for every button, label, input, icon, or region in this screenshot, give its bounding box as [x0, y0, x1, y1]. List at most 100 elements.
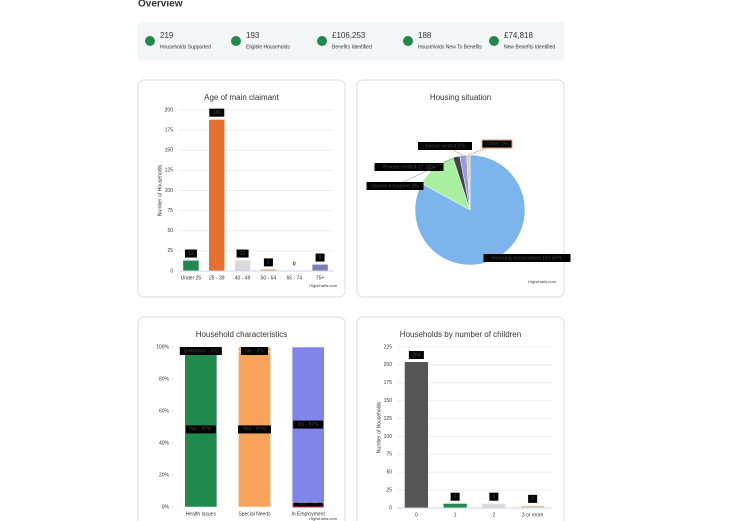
data-label-box: [528, 494, 538, 503]
page-title: Overview: [138, 0, 183, 10]
data-label-box: [293, 420, 324, 429]
data-label-box: [408, 351, 424, 360]
y-axis-title: Number of Households: [157, 164, 163, 216]
y-tick-label: 25: [386, 487, 392, 493]
x-tick-label: Health Issues: [186, 511, 217, 517]
x-tick-label: 65 - 74: [286, 275, 302, 281]
y-tick-label: 225: [384, 344, 393, 350]
x-tick-label: 1: [454, 512, 457, 518]
stat-value: 193: [246, 31, 260, 40]
stat-icon: [403, 36, 413, 46]
data-label: 0: [293, 261, 296, 267]
y-tick-label: 175: [384, 380, 393, 386]
stat-icon: [145, 36, 155, 46]
y-tick-label: 50: [167, 228, 173, 234]
y-tick-label: 150: [384, 398, 393, 404]
chart-title: Housing situation: [430, 93, 491, 102]
data-label-box: [418, 142, 472, 150]
chart-title: Household characteristics: [196, 330, 288, 339]
y-tick-label: 0%: [162, 504, 170, 510]
y-tick-label: 200: [165, 107, 174, 113]
stat-icon: [231, 36, 241, 46]
bar: [234, 260, 251, 271]
data-label-box: [489, 492, 499, 501]
data-label: 3: [531, 496, 534, 502]
data-label-box: [263, 258, 273, 267]
stat-label: Eligible Households: [246, 44, 290, 50]
y-tick-label: 60%: [159, 408, 170, 414]
x-tick-label: Special Needs: [238, 511, 271, 517]
data-label: Unknown - 3%: [184, 348, 219, 354]
data-label-box: [481, 139, 513, 149]
chart-title: Age of main claimant: [204, 93, 279, 102]
y-tick-label: 175: [165, 127, 174, 133]
y-tick-label: 25: [167, 248, 173, 254]
card: [137, 79, 346, 298]
stat-label: Households Supported: [160, 44, 211, 50]
data-label: No - 97%: [298, 422, 320, 428]
y-tick-label: 75: [167, 208, 173, 214]
x-tick-label: 25 - 39: [209, 275, 225, 281]
stat-icon: [489, 36, 499, 46]
data-label: 188: [213, 110, 222, 116]
data-label-box: [184, 249, 197, 258]
data-label: No - 97%: [190, 427, 212, 433]
y-tick-label: 0: [170, 268, 173, 274]
data-label-box: [241, 347, 268, 355]
data-label-box: [483, 254, 571, 262]
credit: Highcharts.com: [309, 283, 337, 288]
stats-bar: [138, 22, 564, 60]
y-tick-label: 125: [384, 416, 393, 422]
data-label: 13: [240, 251, 246, 257]
y-tick-label: 40%: [159, 440, 170, 446]
y-tick-label: 100: [165, 188, 174, 194]
stat-value: £106,253: [332, 31, 366, 40]
data-label-box: [238, 425, 271, 434]
data-label: No - 3%: [245, 348, 264, 354]
chart-title: Households by number of children: [400, 330, 521, 339]
data-label: Private rented 27 12%: [383, 164, 435, 170]
bar: [312, 264, 328, 271]
bar: [209, 119, 225, 271]
stat-value: 219: [160, 31, 174, 40]
x-tick-label: 50 - 64: [261, 275, 277, 281]
data-label: Owner occupied 2%: [371, 183, 419, 189]
y-tick-label: 150: [165, 148, 174, 154]
data-label-box: [450, 492, 460, 501]
y-tick-label: 200: [384, 362, 393, 368]
credit: Highcharts.com: [309, 516, 337, 521]
y-tick-label: 20%: [159, 472, 170, 478]
stat-icon: [317, 36, 327, 46]
data-label: Housing association 181 83%: [492, 255, 563, 261]
y-tick-label: 50: [386, 470, 392, 476]
y-tick-label: 75: [386, 452, 392, 458]
data-label-box: [179, 347, 222, 355]
stat-value: £74,818: [504, 31, 533, 40]
data-label: Yes - 97%: [243, 427, 267, 433]
data-label-box: [185, 425, 216, 434]
bar: [443, 503, 467, 508]
data-label-box: [374, 163, 444, 171]
stat-value: 188: [418, 31, 432, 40]
bar: [260, 269, 277, 271]
stat-label: Households New To Benefits: [418, 44, 482, 50]
data-label-box: [366, 182, 424, 190]
data-label: 13: [188, 251, 194, 257]
y-tick-label: 0: [389, 505, 392, 511]
x-tick-label: 3 or more: [522, 512, 544, 518]
data-label-box: [315, 253, 325, 262]
x-tick-label: 75+: [316, 275, 325, 281]
bar: [183, 260, 199, 271]
y-axis-title: Number of Households: [376, 401, 382, 453]
data-label: Yes - 3%: [298, 500, 319, 506]
data-label: 6: [492, 494, 495, 500]
y-tick-label: 100: [384, 434, 393, 440]
x-tick-label: 0: [415, 512, 418, 518]
stat-label: New Benefits Identified: [504, 44, 555, 50]
y-tick-label: 80%: [159, 376, 170, 382]
data-label: 8: [319, 255, 322, 261]
data-label: 204: [412, 352, 421, 358]
x-tick-label: In Employment: [291, 511, 325, 517]
data-label: Social rented 2%: [425, 143, 466, 149]
